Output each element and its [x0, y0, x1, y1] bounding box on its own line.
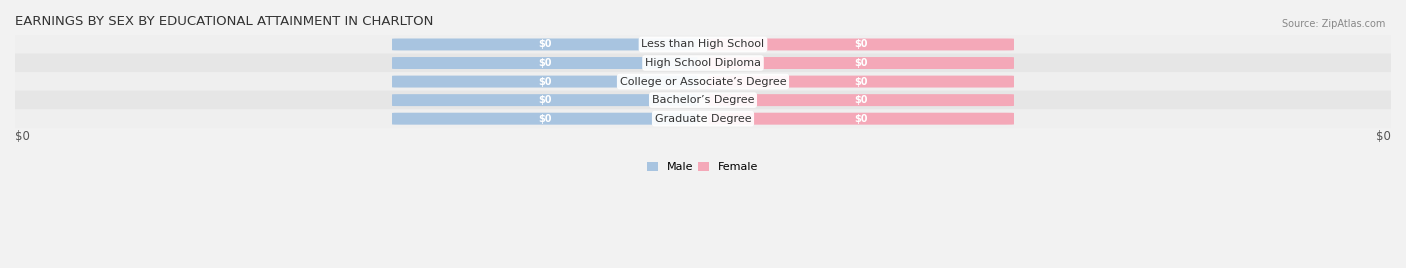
Text: High School Diploma: High School Diploma [645, 58, 761, 68]
Text: Less than High School: Less than High School [641, 39, 765, 50]
Text: $0: $0 [855, 77, 868, 87]
Text: $0: $0 [1376, 130, 1391, 143]
Text: Graduate Degree: Graduate Degree [655, 114, 751, 124]
Text: $0: $0 [855, 58, 868, 68]
FancyBboxPatch shape [392, 57, 697, 69]
FancyBboxPatch shape [8, 91, 1398, 110]
FancyBboxPatch shape [392, 76, 697, 88]
Text: $0: $0 [855, 114, 868, 124]
FancyBboxPatch shape [392, 39, 697, 50]
FancyBboxPatch shape [709, 113, 1014, 125]
Text: Bachelor’s Degree: Bachelor’s Degree [652, 95, 754, 105]
FancyBboxPatch shape [709, 39, 1014, 50]
FancyBboxPatch shape [709, 76, 1014, 88]
Text: $0: $0 [538, 39, 551, 50]
FancyBboxPatch shape [709, 94, 1014, 106]
Text: $0: $0 [538, 114, 551, 124]
Text: Source: ZipAtlas.com: Source: ZipAtlas.com [1281, 19, 1385, 29]
Text: $0: $0 [538, 77, 551, 87]
FancyBboxPatch shape [8, 72, 1398, 91]
FancyBboxPatch shape [709, 57, 1014, 69]
Text: College or Associate’s Degree: College or Associate’s Degree [620, 77, 786, 87]
FancyBboxPatch shape [392, 113, 697, 125]
Text: $0: $0 [855, 39, 868, 50]
FancyBboxPatch shape [8, 109, 1398, 128]
FancyBboxPatch shape [392, 94, 697, 106]
Text: $0: $0 [15, 130, 30, 143]
FancyBboxPatch shape [8, 35, 1398, 54]
Text: $0: $0 [538, 58, 551, 68]
Text: EARNINGS BY SEX BY EDUCATIONAL ATTAINMENT IN CHARLTON: EARNINGS BY SEX BY EDUCATIONAL ATTAINMEN… [15, 15, 433, 28]
FancyBboxPatch shape [8, 54, 1398, 72]
Text: $0: $0 [538, 95, 551, 105]
Legend: Male, Female: Male, Female [645, 159, 761, 174]
Text: $0: $0 [855, 95, 868, 105]
